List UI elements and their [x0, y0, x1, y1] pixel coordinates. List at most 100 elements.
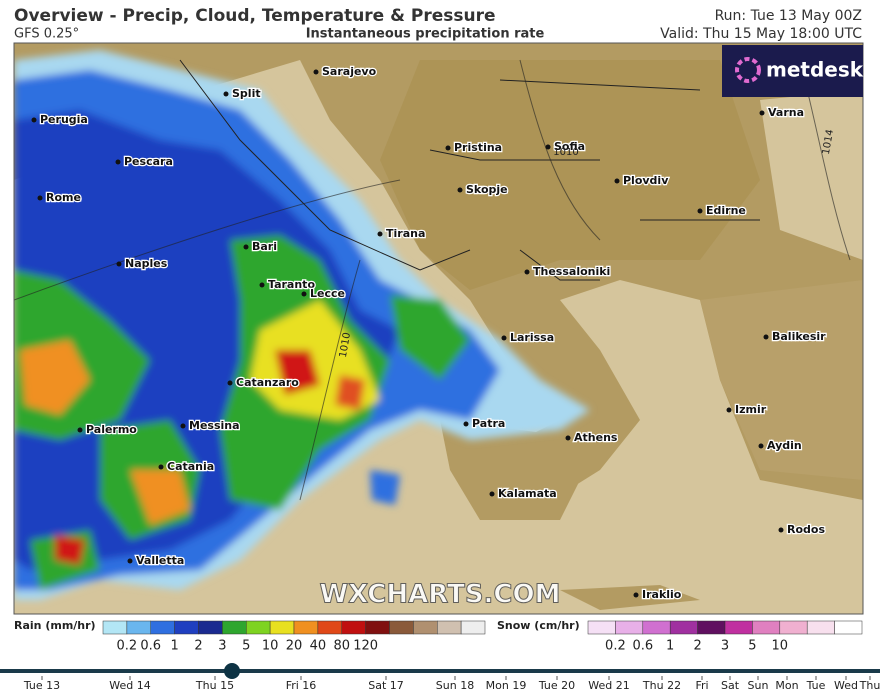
timeline-label[interactable]: Thu 15	[195, 679, 234, 692]
city-dot	[489, 491, 495, 497]
precip-orange	[335, 375, 365, 410]
city-dot	[115, 159, 121, 165]
rain-swatch	[246, 620, 271, 635]
terrain	[380, 60, 760, 290]
rain-legend-title: Rain (mm/hr)	[14, 619, 96, 632]
city-label: Pristina	[454, 141, 502, 154]
city-dot	[116, 261, 122, 267]
city-label: Naples	[125, 257, 168, 270]
snow-swatch	[615, 620, 644, 635]
snow-swatch	[779, 620, 808, 635]
city-label: Izmir	[735, 403, 767, 416]
timeline-label[interactable]: Sat	[721, 679, 740, 692]
isobar-label: 1010	[553, 147, 578, 158]
rain-swatch	[126, 620, 151, 635]
city-dot	[545, 144, 551, 150]
city-dot	[243, 244, 249, 250]
snow-swatch	[752, 620, 781, 635]
timeline-label[interactable]: Tue	[806, 679, 826, 692]
timeline-label[interactable]: Mon 19	[486, 679, 527, 692]
city-dot	[158, 464, 164, 470]
timeline-label[interactable]: Fri 16	[286, 679, 317, 692]
timeline-label[interactable]: Sun	[748, 679, 769, 692]
city-label: Balikesir	[772, 330, 826, 343]
city-dot	[31, 117, 37, 123]
snow-legend-label: 0.6	[632, 639, 653, 654]
city-dot	[758, 443, 764, 449]
watermark: WXCHARTS.COM	[319, 580, 560, 610]
snow-swatch	[806, 620, 835, 635]
city-label: Catania	[167, 460, 214, 473]
city-label: Rome	[46, 191, 81, 204]
timeline-label[interactable]: Wed 21	[588, 679, 629, 692]
city-label: Split	[232, 87, 261, 100]
rain-swatch	[317, 620, 342, 635]
city-label: Rodos	[787, 523, 825, 536]
timeline-label[interactable]: Tue 20	[538, 679, 575, 692]
city-label: Bari	[252, 240, 277, 253]
rain-legend-label: 0.6	[140, 639, 161, 654]
snow-swatch	[724, 620, 753, 635]
valid-time: Valid: Thu 15 May 18:00 UTC	[660, 26, 862, 42]
city-label: Kalamata	[498, 487, 557, 500]
rain-legend-label: 2	[194, 639, 202, 654]
city-dot	[565, 435, 571, 441]
city-dot	[763, 334, 769, 340]
snow-swatch	[697, 620, 726, 635]
rain-swatch	[102, 620, 128, 635]
timeline-label[interactable]: Mon	[775, 679, 798, 692]
logo-icon	[735, 57, 761, 83]
city-dot	[778, 527, 784, 533]
snow-legend-title: Snow (cm/hr)	[497, 619, 580, 632]
run-time: Run: Tue 13 May 00Z	[715, 8, 862, 24]
precip-red	[275, 350, 320, 395]
borders	[179, 59, 760, 281]
timeline-label[interactable]: Sun 18	[436, 679, 474, 692]
land	[440, 420, 600, 520]
snow-legend-label: 10	[772, 639, 789, 654]
city-label: Palermo	[86, 423, 137, 436]
city-label: Sarajevo	[322, 65, 377, 78]
timeline-label[interactable]: Tue 13	[23, 679, 60, 692]
city-dot	[301, 291, 307, 297]
city-label: Tirana	[386, 227, 425, 240]
city-dot	[633, 592, 639, 598]
snow-swatch	[669, 620, 698, 635]
timeline-handle[interactable]	[224, 663, 240, 679]
timeline-label[interactable]: Wed	[834, 679, 858, 692]
rain-legend-label: 5	[242, 639, 250, 654]
rain-legend-label: 1	[170, 639, 178, 654]
city-label: Athens	[574, 431, 618, 444]
city-dot	[759, 110, 765, 116]
rain-swatch	[269, 620, 295, 635]
city-label: Lecce	[310, 287, 345, 300]
precip-blue	[370, 470, 400, 505]
city-dot	[463, 421, 469, 427]
city-dot	[726, 407, 732, 413]
rain-legend-label: 40	[310, 639, 327, 654]
timeline-label[interactable]: Thu	[859, 679, 880, 692]
city-dot	[377, 231, 383, 237]
snow-legend-label: 3	[721, 639, 729, 654]
city-label: Taranto	[268, 278, 315, 291]
timeline-label[interactable]: Sat 17	[368, 679, 404, 692]
isobar-label: 1014	[821, 129, 836, 156]
precipitation	[14, 50, 590, 600]
timeline-label[interactable]: Thu 22	[642, 679, 681, 692]
isobar-lines	[14, 59, 851, 501]
city-label: Valletta	[136, 554, 184, 567]
rain-swatch	[389, 620, 414, 635]
snow-legend-label: 2	[693, 639, 701, 654]
timeline-label[interactable]: Fri	[695, 679, 708, 692]
map-frame	[13, 42, 864, 615]
map	[14, 43, 863, 614]
snow-legend-label: 5	[748, 639, 756, 654]
city-dot	[180, 423, 186, 429]
timeline-label[interactable]: Wed 14	[109, 679, 150, 692]
city-dot	[697, 208, 703, 214]
city-label: Edirne	[706, 204, 746, 217]
timeline: Tue 13 Wed 14 Thu 15 Fri 16 Sat 17 Sun 18 Mon …	[23, 676, 880, 692]
city-dot	[127, 558, 133, 564]
legend: Rain (mm/hr) Snow (cm/hr) 0.2 0.6 1 2 3 5 10 20…	[14, 619, 863, 654]
